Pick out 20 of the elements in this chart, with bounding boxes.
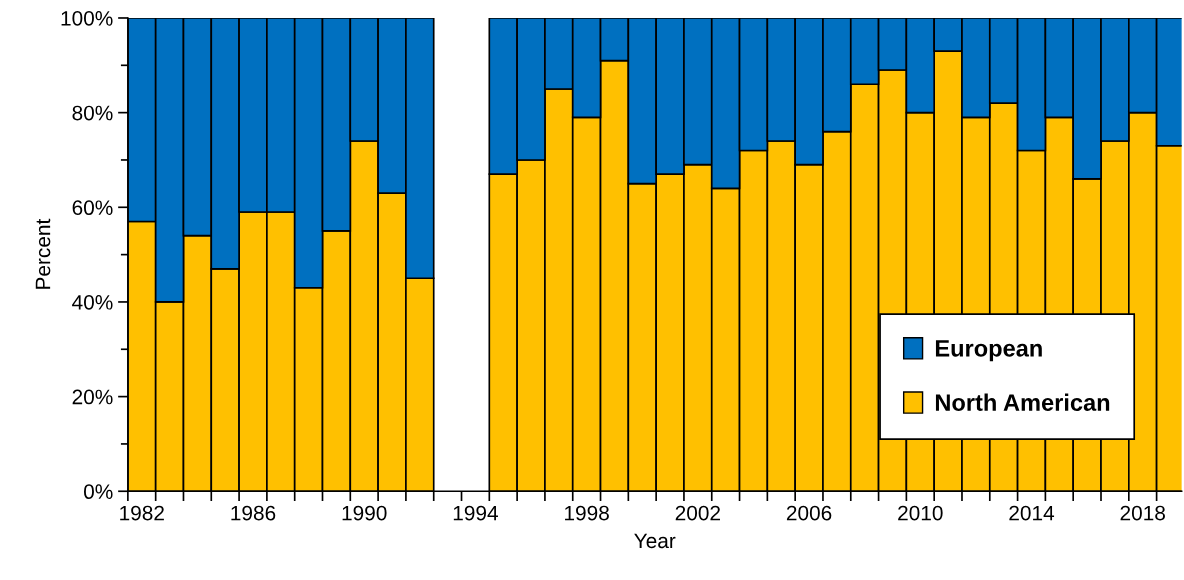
x-tick-label: 2014 (1009, 505, 1055, 521)
x-tick-label: 1998 (565, 505, 609, 521)
y-tick-label: 100% (61, 10, 113, 26)
x-axis-title: Year (634, 533, 676, 549)
legend-label: European (935, 340, 1042, 362)
x-tick-label: 2018 (1120, 505, 1165, 521)
x-tick-label: 1986 (231, 505, 276, 521)
y-tick-label: 0% (83, 484, 113, 500)
x-tick-label: 2002 (675, 505, 720, 521)
y-axis-title: Percent (35, 218, 51, 289)
legend-label: North American (935, 393, 1110, 411)
y-tick-label: 80% (72, 105, 113, 121)
x-tick-label: 2006 (786, 505, 832, 521)
x-tick-label: 1994 (453, 505, 498, 521)
y-tick-label: 60% (72, 200, 113, 216)
y-tick-label: 40% (72, 294, 113, 310)
x-tick-label: 1990 (342, 505, 387, 521)
y-tick-label: 20% (72, 389, 113, 405)
x-tick-label: 1982 (120, 505, 164, 521)
x-tick-label: 2010 (898, 505, 943, 521)
